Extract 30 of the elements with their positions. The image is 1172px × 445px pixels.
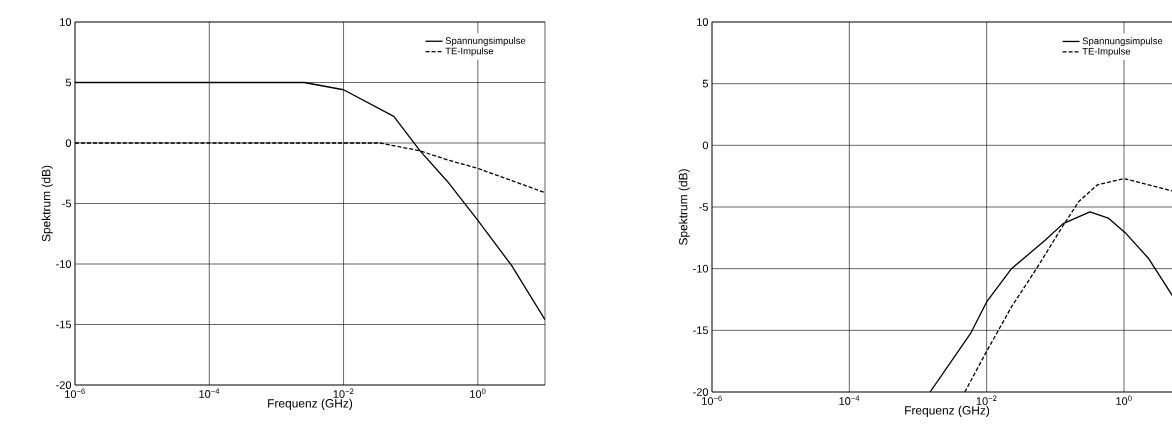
legend-label: TE-Impulse [445, 47, 494, 57]
legend-label: Spannungsimpulse [445, 37, 526, 46]
y-tick-label: 0 [65, 139, 72, 147]
x-tick-label: 10$^{−6}$ [702, 395, 722, 405]
y-tick-label: 10 [60, 18, 72, 26]
y-tick-label: 5 [702, 79, 709, 88]
x-tick-label: 10$^{−6}$ [65, 388, 85, 398]
y-tick-label: 0 [702, 141, 709, 150]
y-tick-label: -15 [693, 326, 709, 335]
x-tick-label: 10$^{−2}$ [333, 388, 354, 398]
legend-label: TE-Impulse [1082, 47, 1131, 57]
x-tick-label: 10$^{−4}$ [839, 395, 860, 405]
y-tick-label: -20 [693, 388, 709, 396]
y-tick-label: -10 [56, 260, 72, 268]
x-tick-label: 10$^{−2}$ [976, 395, 997, 405]
x-tick-label: 10$^{0}$ [470, 388, 486, 398]
y-tick-label: -10 [693, 264, 709, 273]
y-tick-label: -15 [56, 320, 71, 329]
y-tick-label: 5 [65, 78, 72, 87]
x-tick-label: 10$^{−4}$ [199, 388, 220, 398]
x-tick-label: 10$^{0}$ [1116, 395, 1132, 405]
y-tick-label: -5 [699, 203, 709, 211]
y-tick-label: 10 [697, 18, 709, 26]
y-tick-label: -5 [62, 199, 72, 208]
y-axis-title: Spektrum (dB) [41, 165, 53, 242]
x-axis-title: Frequenz (GHz) [268, 398, 353, 410]
legend-label: Spannungsimpulse [1082, 37, 1163, 47]
y-axis-title: Spektrum (dB) [678, 169, 690, 245]
y-tick-label: -20 [56, 381, 72, 389]
x-axis-title: Frequenz (GHz) [905, 405, 990, 417]
